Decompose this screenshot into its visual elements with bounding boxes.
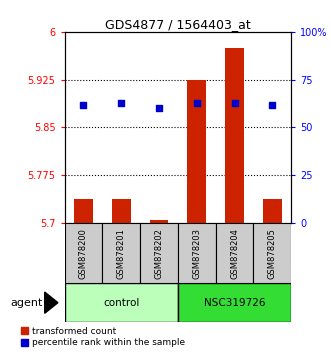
Text: GSM878204: GSM878204 — [230, 228, 239, 279]
Point — [118, 100, 124, 105]
Bar — [102, 223, 140, 283]
Point — [81, 102, 86, 107]
Legend: transformed count, percentile rank within the sample: transformed count, percentile rank withi… — [21, 327, 185, 347]
Point — [232, 100, 237, 105]
Point — [156, 105, 162, 111]
Title: GDS4877 / 1564403_at: GDS4877 / 1564403_at — [105, 18, 251, 31]
Bar — [150, 220, 168, 223]
Text: GSM878201: GSM878201 — [117, 228, 126, 279]
Text: GSM878203: GSM878203 — [192, 228, 201, 279]
Bar — [216, 223, 254, 283]
Bar — [65, 283, 178, 322]
Text: control: control — [103, 298, 139, 308]
Text: GSM878205: GSM878205 — [268, 228, 277, 279]
Bar — [263, 199, 282, 223]
Bar — [178, 223, 216, 283]
Bar — [254, 223, 291, 283]
Bar — [178, 283, 291, 322]
Point — [194, 100, 200, 105]
Text: agent: agent — [10, 298, 42, 308]
Text: NSC319726: NSC319726 — [204, 298, 265, 308]
Bar — [225, 48, 244, 223]
Bar — [187, 80, 206, 223]
Bar — [112, 199, 131, 223]
Bar — [65, 223, 102, 283]
Bar — [74, 199, 93, 223]
Text: GSM878200: GSM878200 — [79, 228, 88, 279]
Bar — [140, 223, 178, 283]
Point — [270, 102, 275, 107]
Text: GSM878202: GSM878202 — [155, 228, 164, 279]
